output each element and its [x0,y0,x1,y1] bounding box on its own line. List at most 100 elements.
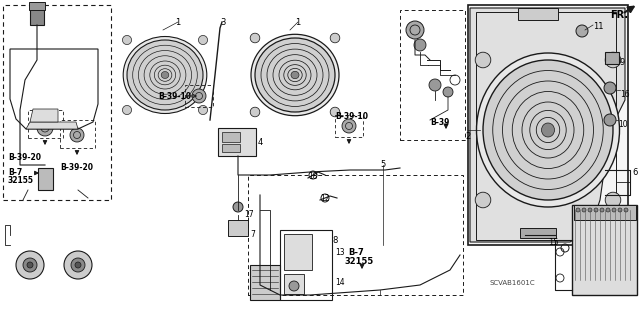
Ellipse shape [477,53,620,207]
Text: B-7: B-7 [348,248,364,257]
Bar [30,5,44,25]
Text: 32155: 32155 [8,176,34,185]
Circle shape [330,107,340,117]
Circle shape [192,89,206,103]
Bar [248,175,463,295]
Circle shape [16,251,44,279]
Circle shape [624,208,628,212]
Circle shape [250,107,260,117]
Circle shape [198,106,207,115]
Text: 11: 11 [593,22,604,31]
Ellipse shape [291,71,299,79]
Circle shape [443,87,453,97]
Bar [574,205,636,220]
Circle shape [122,35,132,45]
Ellipse shape [255,38,335,112]
Circle shape [618,208,622,212]
Bar [60,120,95,148]
Circle shape [250,33,260,43]
Circle shape [606,208,610,212]
Text: 1: 1 [175,18,180,27]
Circle shape [233,202,243,212]
Polygon shape [30,109,58,122]
Bar [222,132,240,142]
Text: FR.: FR. [610,10,628,20]
Circle shape [594,208,598,212]
Circle shape [198,35,207,45]
Text: B-39-10: B-39-10 [158,92,191,101]
Text: 1: 1 [295,18,300,27]
Text: 15: 15 [548,238,559,247]
Bar [218,128,256,156]
Circle shape [604,82,616,94]
Bar [605,52,619,64]
Text: 16: 16 [620,90,630,99]
Text: 12: 12 [320,194,330,203]
Ellipse shape [541,123,554,137]
Ellipse shape [123,36,207,114]
Circle shape [70,128,84,142]
Bar [284,274,304,294]
Circle shape [600,208,604,212]
Circle shape [27,262,33,268]
Text: 7: 7 [250,230,255,239]
Polygon shape [26,122,78,129]
Text: 8: 8 [332,236,337,245]
Circle shape [576,25,588,37]
Text: B-7: B-7 [8,168,22,177]
Circle shape [289,281,299,291]
Text: 32155: 32155 [344,257,373,266]
Bar [468,5,628,245]
Text: 9: 9 [620,58,625,67]
Circle shape [406,21,424,39]
Circle shape [605,52,621,68]
Circle shape [23,258,37,272]
Circle shape [330,33,340,43]
Bar [28,110,63,138]
Circle shape [576,208,580,212]
Text: 18: 18 [308,172,317,181]
Bar [250,265,280,300]
Text: 6: 6 [632,168,637,177]
Circle shape [342,119,356,133]
Text: B-39-10: B-39-10 [335,112,368,121]
Bar [228,220,248,236]
Bar [222,144,240,152]
Text: 5: 5 [380,160,385,169]
Circle shape [64,251,92,279]
Circle shape [71,258,85,272]
Circle shape [475,52,491,68]
Text: B-39-20: B-39-20 [8,153,41,162]
Text: B-39-20: B-39-20 [60,163,93,172]
Bar [3,5,111,200]
Circle shape [582,208,586,212]
Text: 13: 13 [335,248,344,257]
Bar [284,234,312,270]
Bar [400,10,465,140]
Text: B-39: B-39 [430,118,449,127]
Bar [335,115,363,137]
Bar [518,8,558,20]
Text: SCVAB1601C: SCVAB1601C [490,280,536,286]
Text: 4: 4 [258,138,263,147]
Bar [572,205,637,295]
Circle shape [37,120,53,136]
Polygon shape [470,8,625,242]
Text: 2: 2 [465,132,470,141]
Bar [38,168,53,190]
Bar [476,12,616,240]
Bar [520,228,556,238]
Bar [280,230,332,300]
Circle shape [122,106,132,115]
Circle shape [612,208,616,212]
Text: 14: 14 [335,278,344,287]
Circle shape [414,39,426,51]
Circle shape [75,262,81,268]
Ellipse shape [251,34,339,116]
Circle shape [604,114,616,126]
Text: 17: 17 [244,210,253,219]
Text: 3: 3 [220,18,225,27]
Circle shape [475,192,491,208]
Bar [185,85,213,107]
Ellipse shape [161,71,169,78]
